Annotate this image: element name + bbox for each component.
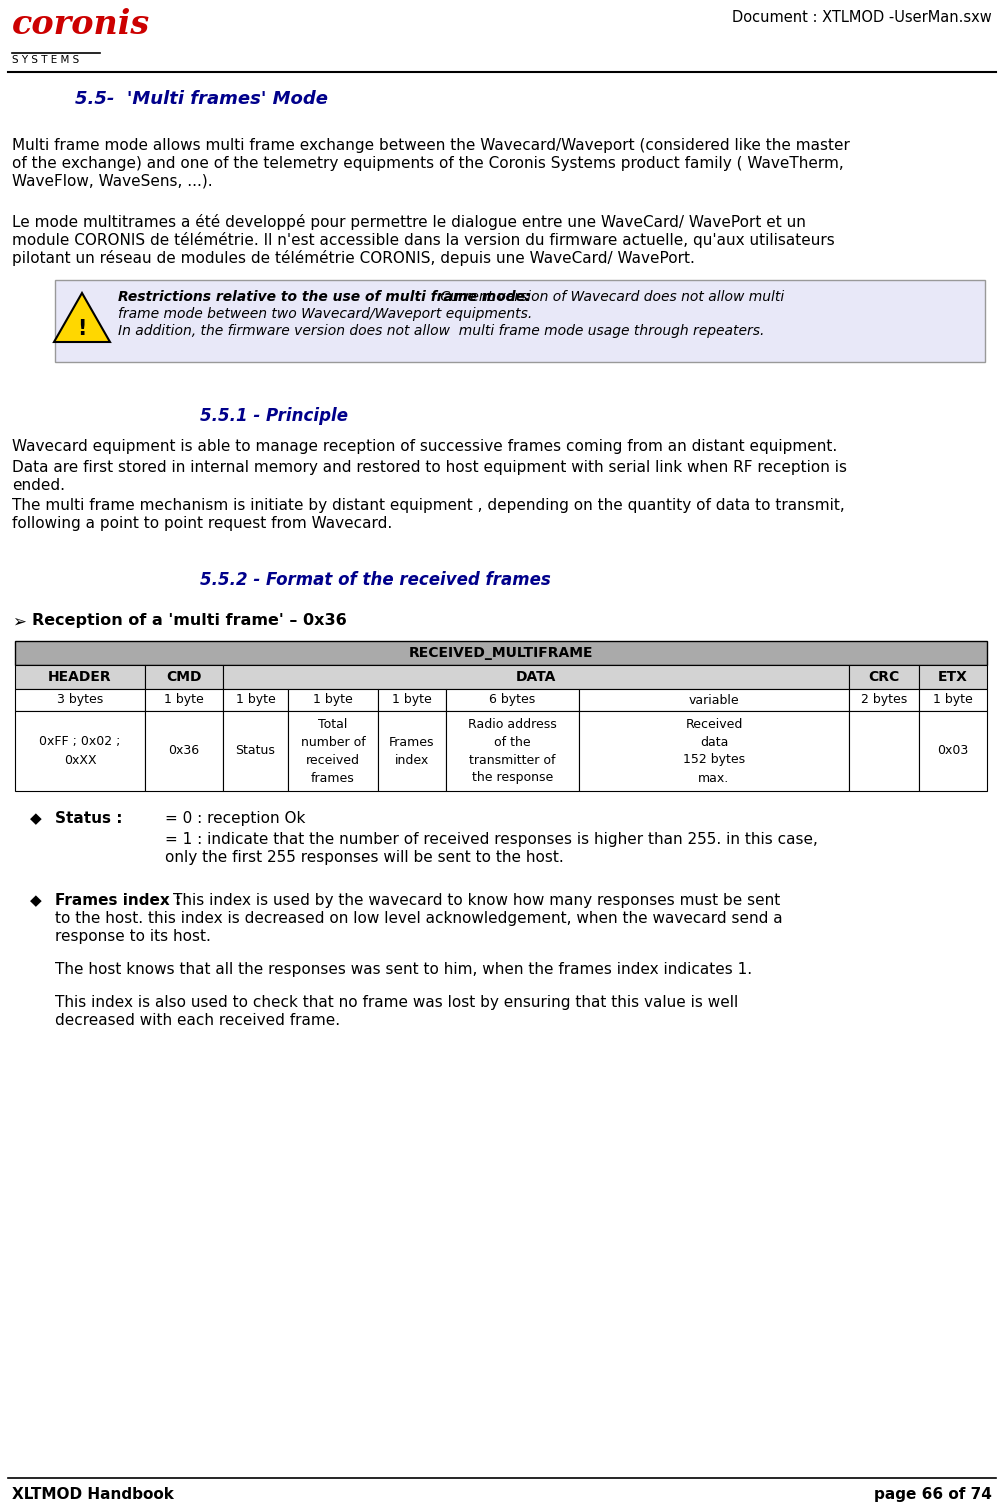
Text: WaveFlow, WaveSens, ...).: WaveFlow, WaveSens, ...). bbox=[12, 174, 213, 189]
Text: !: ! bbox=[77, 319, 86, 340]
Text: coronis: coronis bbox=[12, 8, 150, 41]
FancyBboxPatch shape bbox=[377, 689, 445, 711]
FancyBboxPatch shape bbox=[15, 711, 144, 791]
FancyBboxPatch shape bbox=[55, 279, 984, 362]
Text: to the host. this index is decreased on low level acknowledgement, when the wave: to the host. this index is decreased on … bbox=[55, 911, 782, 926]
Text: The multi frame mechanism is initiate by distant equipment , depending on the qu: The multi frame mechanism is initiate by… bbox=[12, 498, 844, 513]
FancyBboxPatch shape bbox=[288, 689, 377, 711]
FancyBboxPatch shape bbox=[144, 689, 223, 711]
Text: Radio address
of the
transmitter of
the response: Radio address of the transmitter of the … bbox=[467, 717, 557, 785]
FancyBboxPatch shape bbox=[223, 689, 288, 711]
Text: Reception of a 'multi frame' – 0x36: Reception of a 'multi frame' – 0x36 bbox=[32, 613, 346, 628]
Polygon shape bbox=[54, 293, 110, 341]
Text: Total
number of
received
frames: Total number of received frames bbox=[300, 717, 365, 785]
Text: 1 byte: 1 byte bbox=[236, 693, 275, 707]
Text: variable: variable bbox=[688, 693, 738, 707]
Text: Status: Status bbox=[236, 744, 275, 758]
FancyBboxPatch shape bbox=[144, 711, 223, 791]
FancyBboxPatch shape bbox=[849, 664, 918, 689]
Text: = 0 : reception Ok: = 0 : reception Ok bbox=[164, 811, 305, 826]
Text: 1 byte: 1 byte bbox=[392, 693, 431, 707]
FancyBboxPatch shape bbox=[445, 689, 579, 711]
Text: Le mode multitrames a été developpé pour permettre le dialogue entre une WaveCar: Le mode multitrames a été developpé pour… bbox=[12, 214, 805, 230]
Text: RECEIVED_MULTIFRAME: RECEIVED_MULTIFRAME bbox=[408, 646, 593, 660]
Text: HEADER: HEADER bbox=[48, 670, 111, 684]
Text: DATA: DATA bbox=[516, 670, 556, 684]
FancyBboxPatch shape bbox=[918, 711, 986, 791]
FancyBboxPatch shape bbox=[445, 711, 579, 791]
Text: Document : XTLMOD -UserMan.sxw: Document : XTLMOD -UserMan.sxw bbox=[731, 11, 991, 26]
Text: Data are first stored in internal memory and restored to host equipment with ser: Data are first stored in internal memory… bbox=[12, 461, 847, 476]
Text: 6 bytes: 6 bytes bbox=[488, 693, 535, 707]
Text: Current version of Wavecard does not allow multi: Current version of Wavecard does not all… bbox=[435, 290, 783, 304]
FancyBboxPatch shape bbox=[15, 664, 144, 689]
Text: ended.: ended. bbox=[12, 479, 65, 492]
FancyBboxPatch shape bbox=[918, 689, 986, 711]
Text: This index is also used to check that no frame was lost by ensuring that this va: This index is also used to check that no… bbox=[55, 995, 737, 1010]
Text: only the first 255 responses will be sent to the host.: only the first 255 responses will be sen… bbox=[164, 850, 564, 865]
Text: pilotant un réseau de modules de télémétrie CORONIS, depuis une WaveCard/ WavePo: pilotant un réseau de modules de télémét… bbox=[12, 251, 694, 266]
Text: response to its host.: response to its host. bbox=[55, 929, 211, 944]
Text: CMD: CMD bbox=[166, 670, 202, 684]
Text: In addition, the firmware version does not allow  multi frame mode usage through: In addition, the firmware version does n… bbox=[118, 325, 763, 338]
Text: = 1 : indicate that the number of received responses is higher than 255. in this: = 1 : indicate that the number of receiv… bbox=[164, 832, 817, 847]
FancyBboxPatch shape bbox=[223, 664, 849, 689]
Text: Frames
index: Frames index bbox=[389, 735, 434, 767]
Text: 1 byte: 1 byte bbox=[932, 693, 972, 707]
Text: XLTMOD Handbook: XLTMOD Handbook bbox=[12, 1487, 174, 1502]
Text: This index is used by the wavecard to know how many responses must be sent: This index is used by the wavecard to kn… bbox=[173, 892, 779, 908]
Text: ETX: ETX bbox=[937, 670, 967, 684]
Text: S Y S T E M S: S Y S T E M S bbox=[12, 54, 79, 65]
Text: Multi frame mode allows multi frame exchange between the Wavecard/Waveport (cons: Multi frame mode allows multi frame exch… bbox=[12, 137, 849, 153]
Text: ◆: ◆ bbox=[30, 811, 42, 826]
FancyBboxPatch shape bbox=[849, 711, 918, 791]
Text: 0xFF ; 0x02 ;
0xXX: 0xFF ; 0x02 ; 0xXX bbox=[39, 735, 120, 767]
Text: of the exchange) and one of the telemetry equipments of the Coronis Systems prod: of the exchange) and one of the telemetr… bbox=[12, 156, 843, 171]
Text: following a point to point request from Wavecard.: following a point to point request from … bbox=[12, 516, 392, 532]
Text: decreased with each received frame.: decreased with each received frame. bbox=[55, 1013, 340, 1028]
Text: 0x36: 0x36 bbox=[169, 744, 200, 758]
Text: Status :: Status : bbox=[55, 811, 122, 826]
Text: 3 bytes: 3 bytes bbox=[57, 693, 103, 707]
Text: ◆: ◆ bbox=[30, 892, 42, 908]
FancyBboxPatch shape bbox=[288, 711, 377, 791]
FancyBboxPatch shape bbox=[15, 642, 986, 664]
Text: The host knows that all the responses was sent to him, when the frames index ind: The host knows that all the responses wa… bbox=[55, 962, 751, 977]
FancyBboxPatch shape bbox=[849, 689, 918, 711]
FancyBboxPatch shape bbox=[144, 664, 223, 689]
FancyBboxPatch shape bbox=[579, 689, 849, 711]
FancyBboxPatch shape bbox=[579, 711, 849, 791]
Text: frame mode between two Wavecard/Waveport equipments.: frame mode between two Wavecard/Waveport… bbox=[118, 307, 532, 322]
Text: 2 bytes: 2 bytes bbox=[860, 693, 907, 707]
Text: 5.5-  'Multi frames' Mode: 5.5- 'Multi frames' Mode bbox=[75, 91, 328, 109]
Text: Frames index :: Frames index : bbox=[55, 892, 182, 908]
Text: 5.5.1 - Principle: 5.5.1 - Principle bbox=[200, 408, 348, 424]
Text: ➢: ➢ bbox=[12, 613, 26, 631]
FancyBboxPatch shape bbox=[223, 711, 288, 791]
Text: 5.5.2 - Format of the received frames: 5.5.2 - Format of the received frames bbox=[200, 571, 551, 589]
Text: 1 byte: 1 byte bbox=[163, 693, 204, 707]
Text: CRC: CRC bbox=[868, 670, 899, 684]
FancyBboxPatch shape bbox=[377, 711, 445, 791]
Text: Restrictions relative to the use of multi frame mode:: Restrictions relative to the use of mult… bbox=[118, 290, 530, 304]
Text: Wavecard equipment is able to manage reception of successive frames coming from : Wavecard equipment is able to manage rec… bbox=[12, 439, 837, 455]
Text: Received
data
152 bytes
max.: Received data 152 bytes max. bbox=[682, 717, 744, 785]
Text: module CORONIS de télémétrie. Il n'est accessible dans la version du firmware ac: module CORONIS de télémétrie. Il n'est a… bbox=[12, 233, 833, 248]
Text: 0x03: 0x03 bbox=[937, 744, 968, 758]
Text: 1 byte: 1 byte bbox=[313, 693, 352, 707]
FancyBboxPatch shape bbox=[918, 664, 986, 689]
Text: page 66 of 74: page 66 of 74 bbox=[874, 1487, 991, 1502]
FancyBboxPatch shape bbox=[15, 689, 144, 711]
